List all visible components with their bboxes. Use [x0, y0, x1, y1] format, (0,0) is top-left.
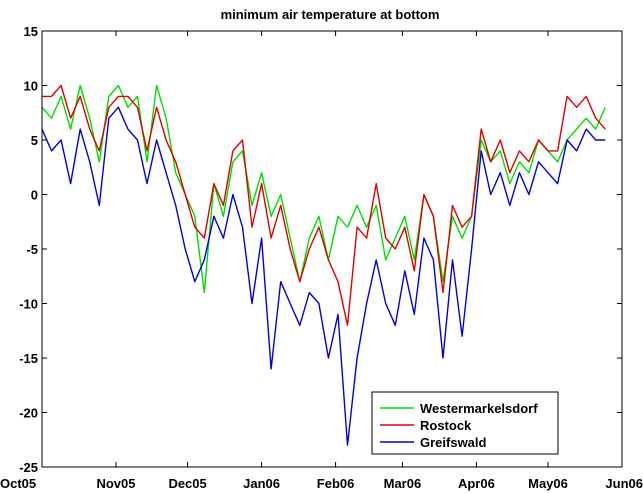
x-tick-label: Feb06 [317, 476, 355, 491]
series-line-rostock [42, 84, 606, 326]
y-tick-label: -10 [19, 297, 38, 312]
legend-label: Greifswald [420, 435, 487, 450]
x-tick-label: Oct05 [0, 476, 36, 491]
x-tick-label: Dec05 [168, 476, 206, 491]
y-tick-label: -25 [19, 460, 38, 475]
plot-area [41, 84, 606, 446]
x-tick-label: Jun06 [605, 476, 643, 491]
x-tick-label: Jan06 [243, 476, 280, 491]
y-tick-label: -5 [26, 242, 38, 257]
legend-box [371, 391, 559, 455]
x-tick-label: Apr06 [458, 476, 495, 491]
x-tick-label: Mar06 [384, 476, 422, 491]
x-tick-label: Nov05 [96, 476, 135, 491]
y-tick-label: 10 [24, 79, 38, 94]
y-tick-label: -20 [19, 406, 38, 421]
series-line-westermarkelsdorf [41, 84, 606, 294]
series-line-greifswald [41, 106, 606, 446]
x-tick-label: May06 [528, 476, 568, 491]
y-tick-label: 5 [31, 133, 38, 148]
y-tick-label: 15 [24, 24, 38, 39]
legend-label: Rostock [420, 418, 472, 433]
legend-label: Westermarkelsdorf [420, 401, 538, 416]
y-tick-label: 0 [31, 188, 38, 203]
y-tick-label: -15 [19, 351, 38, 366]
legend: Westermarkelsdorf Rostock Greifswald [371, 391, 559, 455]
chart-title: minimum air temperature at bottom [221, 7, 440, 22]
